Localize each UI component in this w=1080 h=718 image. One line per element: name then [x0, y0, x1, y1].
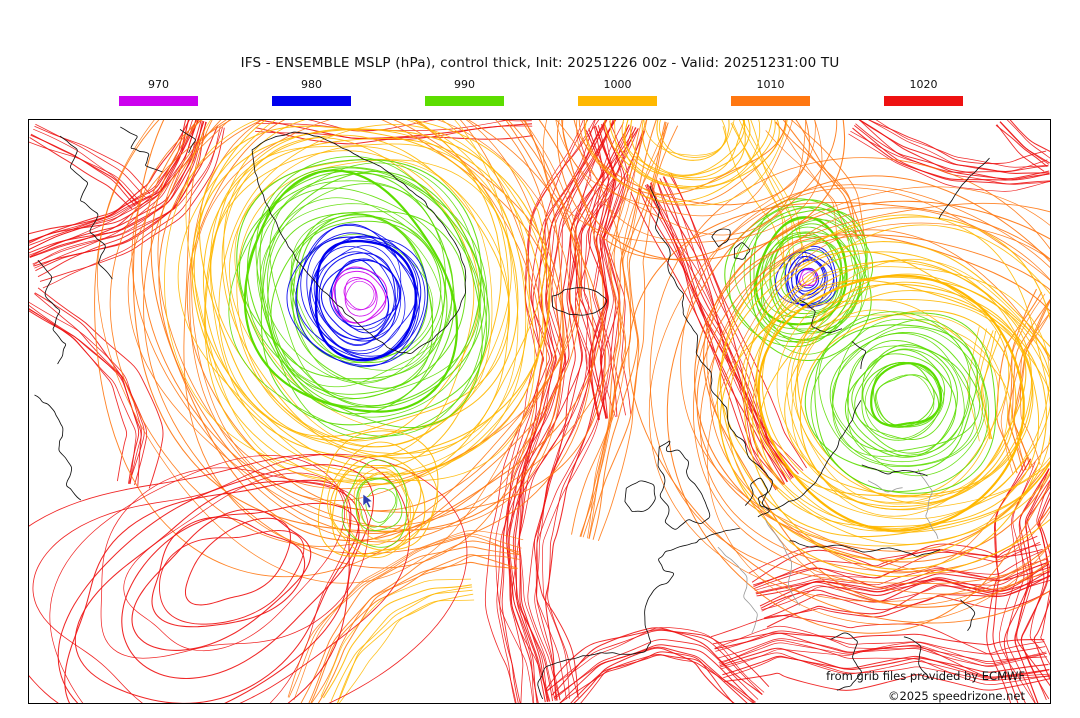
legend-swatch [425, 96, 504, 106]
legend-label: 1010 [756, 78, 785, 91]
legend-label: 980 [301, 78, 322, 91]
legend-item-1000: 1000 [541, 78, 694, 106]
coastlines [34, 126, 990, 700]
legend-swatch [884, 96, 963, 106]
legend-item-980: 980 [235, 78, 388, 106]
legend-item-1010: 1010 [694, 78, 847, 106]
chart-title: IFS - ENSEMBLE MSLP (hPa), control thick… [240, 55, 840, 71]
legend-swatch [731, 96, 810, 106]
legend-label: 990 [454, 78, 475, 91]
pressure-systems [29, 120, 1050, 703]
ensemble-contour-svg [29, 120, 1050, 703]
legend-swatch [272, 96, 351, 106]
legend-swatch [119, 96, 198, 106]
mouse-cursor [362, 493, 374, 509]
pressure-map [28, 119, 1051, 704]
legend-swatch [578, 96, 657, 106]
legend: 970 980 990 1000 1010 1020 [82, 78, 1000, 106]
legend-item-1020: 1020 [847, 78, 1000, 106]
legend-item-990: 990 [388, 78, 541, 106]
legend-label: 970 [148, 78, 169, 91]
legend-label: 1020 [909, 78, 938, 91]
legend-label: 1000 [603, 78, 632, 91]
legend-item-970: 970 [82, 78, 235, 106]
